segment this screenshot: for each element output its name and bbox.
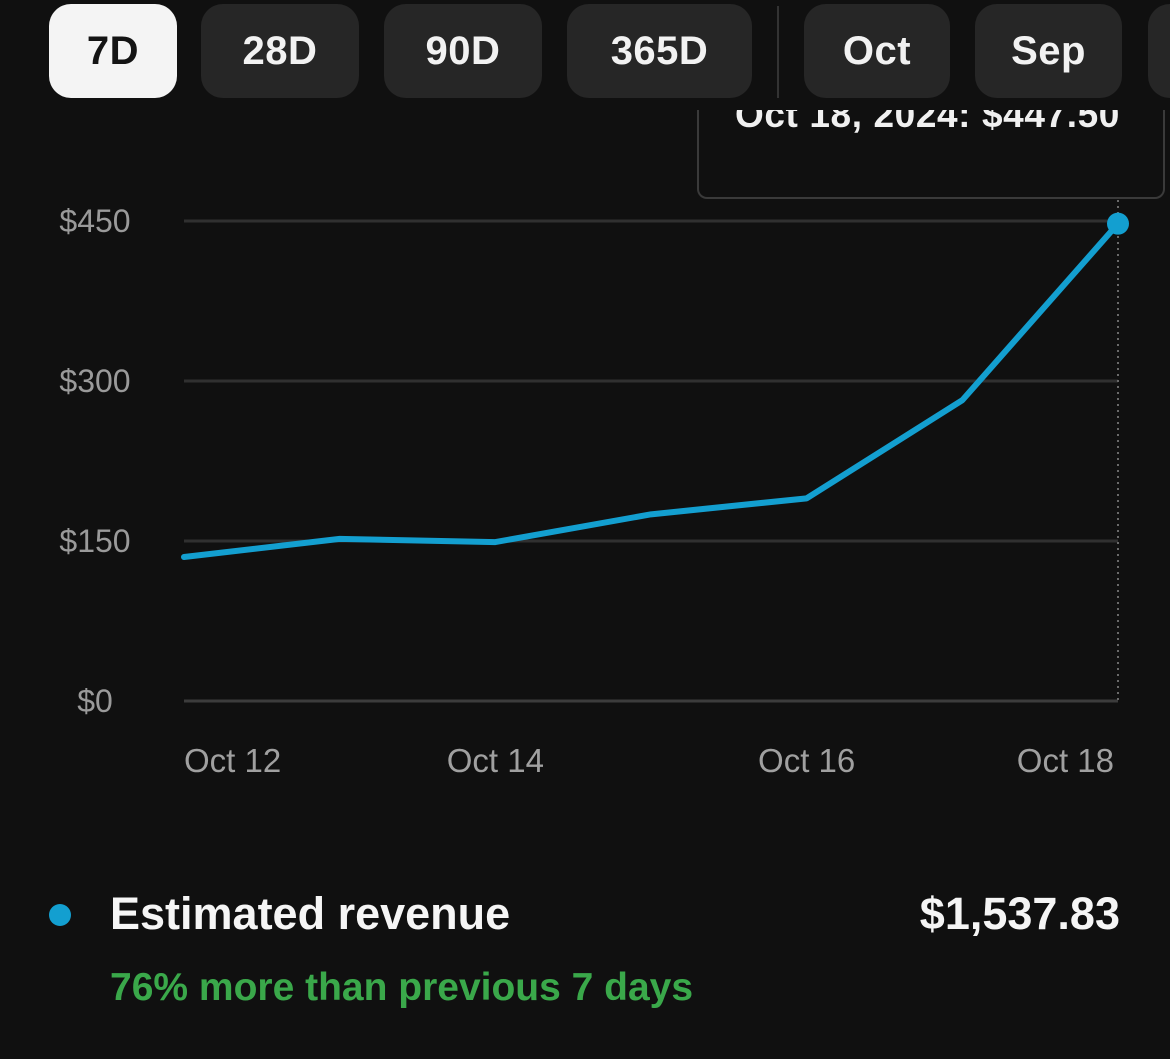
range-28d-button[interactable]: 28D — [201, 4, 359, 98]
range-selector: 7D 28D 90D 365D Oct Sep — [0, 0, 1170, 110]
series-legend-dot — [49, 904, 71, 926]
tooltip-text: Oct 18, 2024: $447.50 — [735, 110, 1120, 135]
x-tick-label: Oct 12 — [184, 742, 281, 779]
metric-label: Estimated revenue — [110, 888, 511, 939]
x-tick-label: Oct 16 — [758, 742, 855, 779]
range-365d-button[interactable]: 365D — [567, 4, 752, 98]
range-divider — [777, 6, 779, 98]
range-90d-button[interactable]: 90D — [384, 4, 542, 98]
metric-comparison: 76% more than previous 7 days — [110, 966, 694, 1009]
range-sep-button[interactable]: Sep — [975, 4, 1122, 98]
range-oct-button[interactable]: Oct — [804, 4, 950, 98]
x-tick-label: Oct 14 — [447, 742, 544, 779]
y-tick-label: $450 — [59, 203, 130, 239]
chart-tooltip: Oct 18, 2024: $447.50 — [697, 110, 1165, 199]
range-next-button[interactable] — [1148, 4, 1170, 98]
x-tick-label: Oct 18 — [1017, 742, 1114, 779]
y-tick-label: $150 — [59, 523, 130, 559]
series-line — [181, 220, 1121, 560]
metric-value: $1,537.83 — [919, 888, 1120, 939]
y-tick-label: $300 — [59, 363, 130, 399]
revenue-line-chart[interactable]: $0 $150 $300 $450 Oct 12 Oct 14 Oct 16 Oct 18 — [0, 110, 1170, 810]
y-tick-label: $0 — [77, 683, 113, 719]
highlighted-point — [1107, 212, 1129, 235]
range-7d-button[interactable]: 7D — [49, 4, 177, 98]
